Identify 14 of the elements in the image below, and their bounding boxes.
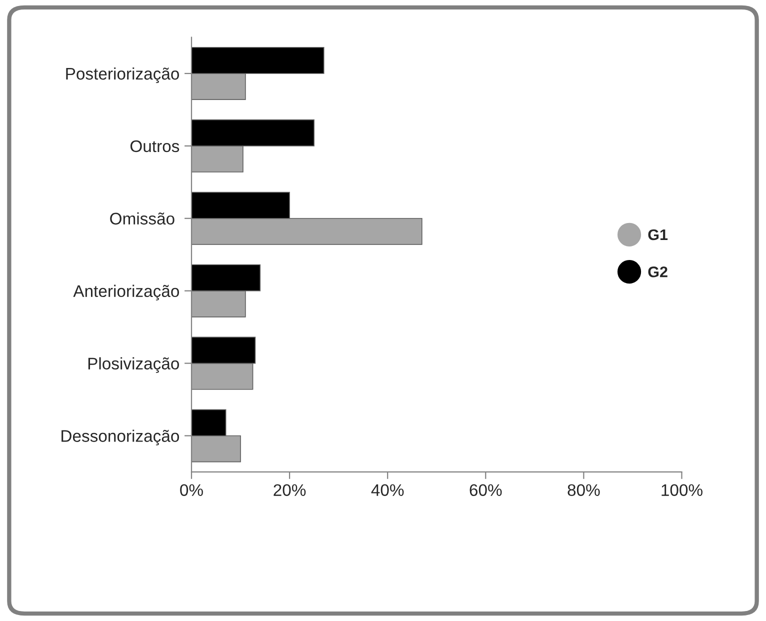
y-tick-label: Plosivização xyxy=(88,357,179,373)
y-tick-label: Posteriorização xyxy=(66,67,179,84)
y-tick-label: Dessonorização xyxy=(62,430,179,446)
x-tick-label: 20% xyxy=(274,484,306,496)
y-tick-label: Anteriorização xyxy=(73,284,179,300)
x-tick-label: 40% xyxy=(371,484,404,496)
y-tick-label: Omissão xyxy=(110,212,174,225)
x-tick-label: 80% xyxy=(568,484,600,496)
x-tick-label: 100% xyxy=(662,484,702,496)
x-tick-label: 60% xyxy=(470,484,502,496)
x-tick-label: 0% xyxy=(180,484,203,496)
legend-label: G2 xyxy=(648,266,668,278)
legend-label: G1 xyxy=(648,229,668,240)
y-tick-label: Outros xyxy=(130,140,180,152)
